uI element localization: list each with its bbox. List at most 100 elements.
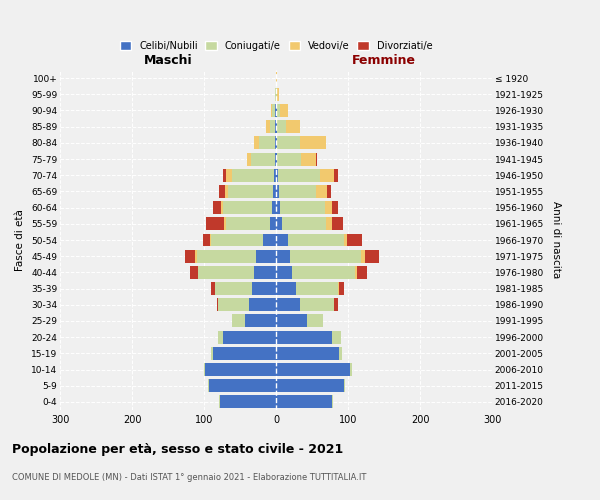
Bar bbox=[286, 120, 301, 133]
Bar bbox=[210, 234, 211, 246]
Bar bbox=[197, 250, 256, 262]
Bar bbox=[344, 379, 345, 392]
Bar bbox=[307, 314, 323, 328]
Bar bbox=[274, 169, 276, 181]
Bar bbox=[209, 379, 276, 392]
Bar bbox=[203, 234, 210, 246]
Bar bbox=[198, 266, 254, 279]
Bar bbox=[247, 152, 251, 166]
Bar bbox=[217, 298, 218, 311]
Bar bbox=[223, 169, 226, 181]
Bar bbox=[263, 234, 276, 246]
Bar bbox=[277, 104, 280, 117]
Bar bbox=[276, 104, 277, 117]
Bar bbox=[347, 234, 362, 246]
Bar bbox=[254, 136, 259, 149]
Bar bbox=[275, 120, 276, 133]
Bar bbox=[276, 120, 277, 133]
Bar bbox=[276, 88, 277, 101]
Bar bbox=[254, 266, 276, 279]
Bar bbox=[277, 136, 301, 149]
Bar bbox=[276, 379, 344, 392]
Bar bbox=[272, 104, 275, 117]
Bar bbox=[211, 234, 263, 246]
Bar bbox=[276, 298, 300, 311]
Bar bbox=[277, 120, 286, 133]
Bar bbox=[275, 104, 276, 117]
Bar bbox=[280, 201, 325, 214]
Bar bbox=[361, 250, 365, 262]
Bar bbox=[290, 250, 361, 262]
Y-axis label: Anni di nascita: Anni di nascita bbox=[551, 202, 560, 278]
Bar bbox=[356, 266, 367, 279]
Bar bbox=[301, 152, 316, 166]
Bar bbox=[226, 218, 270, 230]
Bar bbox=[332, 201, 338, 214]
Bar bbox=[275, 152, 276, 166]
Bar bbox=[211, 347, 212, 360]
Y-axis label: Fasce di età: Fasce di età bbox=[16, 209, 25, 271]
Bar bbox=[344, 234, 347, 246]
Bar bbox=[185, 250, 196, 262]
Bar bbox=[206, 218, 224, 230]
Bar bbox=[226, 169, 232, 181]
Bar bbox=[316, 185, 327, 198]
Bar bbox=[275, 88, 276, 101]
Bar bbox=[212, 347, 276, 360]
Bar bbox=[259, 136, 275, 149]
Bar bbox=[276, 169, 278, 181]
Bar bbox=[218, 330, 223, 344]
Bar bbox=[276, 266, 292, 279]
Bar bbox=[276, 363, 350, 376]
Bar bbox=[332, 218, 343, 230]
Bar bbox=[221, 201, 223, 214]
Bar bbox=[219, 185, 225, 198]
Bar bbox=[225, 185, 229, 198]
Bar bbox=[282, 218, 326, 230]
Bar bbox=[276, 347, 340, 360]
Bar bbox=[275, 136, 276, 149]
Bar bbox=[208, 379, 209, 392]
Bar bbox=[277, 152, 301, 166]
Bar bbox=[350, 363, 352, 376]
Bar bbox=[296, 282, 338, 295]
Bar bbox=[279, 185, 316, 198]
Bar bbox=[251, 152, 275, 166]
Text: Popolazione per età, sesso e stato civile - 2021: Popolazione per età, sesso e stato civil… bbox=[12, 442, 343, 456]
Bar bbox=[276, 396, 332, 408]
Bar bbox=[197, 266, 198, 279]
Bar bbox=[292, 266, 355, 279]
Bar bbox=[211, 282, 215, 295]
Bar bbox=[223, 201, 272, 214]
Bar bbox=[215, 282, 252, 295]
Bar bbox=[332, 330, 341, 344]
Bar bbox=[271, 104, 272, 117]
Bar bbox=[280, 104, 287, 117]
Bar bbox=[327, 185, 331, 198]
Bar bbox=[276, 330, 332, 344]
Bar bbox=[248, 298, 276, 311]
Bar bbox=[334, 298, 338, 311]
Bar bbox=[325, 201, 332, 214]
Bar bbox=[224, 218, 226, 230]
Bar bbox=[334, 169, 338, 181]
Bar bbox=[219, 396, 220, 408]
Text: Femmine: Femmine bbox=[352, 54, 416, 67]
Bar bbox=[266, 120, 269, 133]
Bar bbox=[278, 169, 320, 181]
Bar bbox=[276, 218, 282, 230]
Bar bbox=[276, 72, 277, 85]
Bar bbox=[270, 218, 276, 230]
Bar bbox=[196, 250, 197, 262]
Bar bbox=[287, 234, 344, 246]
Bar bbox=[276, 234, 287, 246]
Bar bbox=[300, 298, 334, 311]
Bar bbox=[223, 330, 276, 344]
Bar bbox=[273, 185, 276, 198]
Bar bbox=[214, 201, 221, 214]
Bar bbox=[229, 185, 273, 198]
Bar bbox=[301, 136, 326, 149]
Bar bbox=[205, 363, 276, 376]
Bar bbox=[220, 396, 276, 408]
Bar bbox=[232, 169, 274, 181]
